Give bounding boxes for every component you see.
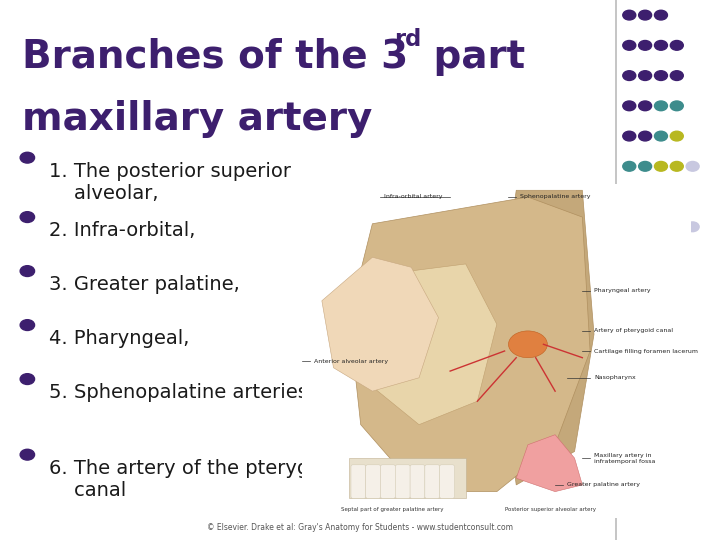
Circle shape (654, 101, 667, 111)
Text: Infra-orbital artery: Infra-orbital artery (384, 194, 443, 199)
Polygon shape (322, 257, 438, 391)
Text: part: part (420, 38, 525, 76)
Polygon shape (349, 197, 590, 491)
Circle shape (639, 131, 652, 141)
Text: Posterior superior alveolar artery: Posterior superior alveolar artery (505, 507, 595, 512)
Text: rd: rd (395, 28, 422, 51)
Text: Nasopharynx: Nasopharynx (594, 375, 636, 380)
Text: 5. Sphenopalatine arteries,: 5. Sphenopalatine arteries, (49, 383, 314, 402)
Circle shape (670, 101, 683, 111)
Circle shape (654, 161, 667, 171)
Circle shape (623, 192, 636, 201)
Text: 3. Greater palatine,: 3. Greater palatine, (49, 275, 240, 294)
Circle shape (639, 192, 652, 201)
Text: 6. The artery of the pterygoid
    canal: 6. The artery of the pterygoid canal (49, 459, 339, 500)
FancyBboxPatch shape (410, 465, 425, 498)
Polygon shape (497, 190, 594, 485)
Text: Anterior alveolar artery: Anterior alveolar artery (314, 359, 388, 363)
Text: Artery of pterygoid canal: Artery of pterygoid canal (594, 328, 673, 333)
Circle shape (670, 161, 683, 171)
FancyBboxPatch shape (440, 465, 454, 498)
Text: 1. The posterior superior
    alveolar,: 1. The posterior superior alveolar, (49, 162, 291, 203)
Circle shape (639, 161, 652, 171)
Polygon shape (516, 435, 582, 491)
FancyBboxPatch shape (395, 465, 410, 498)
Circle shape (20, 266, 35, 276)
Text: © Elsevier. Drake et al: Gray's Anatomy for Students - www.studentconsult.com: © Elsevier. Drake et al: Gray's Anatomy … (207, 523, 513, 532)
Circle shape (623, 222, 636, 232)
Circle shape (639, 101, 652, 111)
Circle shape (623, 101, 636, 111)
Circle shape (623, 161, 636, 171)
Circle shape (654, 222, 667, 232)
Text: Greater palatine artery: Greater palatine artery (567, 482, 640, 488)
Circle shape (623, 71, 636, 80)
FancyBboxPatch shape (366, 465, 381, 498)
Circle shape (20, 320, 35, 330)
Circle shape (20, 152, 35, 163)
Circle shape (623, 40, 636, 50)
FancyBboxPatch shape (425, 465, 440, 498)
Polygon shape (349, 264, 497, 424)
Text: maxillary artery: maxillary artery (22, 100, 372, 138)
Text: 2. Infra-orbital,: 2. Infra-orbital, (49, 221, 195, 240)
FancyBboxPatch shape (351, 465, 366, 498)
Text: Sphenopalatine artery: Sphenopalatine artery (520, 194, 590, 199)
Circle shape (670, 40, 683, 50)
Text: 4. Pharyngeal,: 4. Pharyngeal, (49, 329, 189, 348)
Circle shape (20, 212, 35, 222)
Text: Septal part of greater palatine artery: Septal part of greater palatine artery (341, 507, 444, 512)
Text: Pharyngeal artery: Pharyngeal artery (594, 288, 651, 293)
Circle shape (670, 71, 683, 80)
Circle shape (686, 161, 699, 171)
Circle shape (654, 192, 667, 201)
Circle shape (623, 10, 636, 20)
Circle shape (639, 40, 652, 50)
Circle shape (623, 131, 636, 141)
Circle shape (654, 71, 667, 80)
Ellipse shape (508, 331, 547, 357)
Text: Cartilage filling foramen lacerum: Cartilage filling foramen lacerum (594, 348, 698, 354)
Circle shape (670, 131, 683, 141)
FancyBboxPatch shape (349, 458, 466, 498)
FancyBboxPatch shape (302, 184, 691, 518)
Circle shape (686, 222, 699, 232)
Circle shape (639, 71, 652, 80)
FancyBboxPatch shape (381, 465, 395, 498)
Text: Branches of the 3: Branches of the 3 (22, 38, 408, 76)
Circle shape (654, 40, 667, 50)
Circle shape (639, 10, 652, 20)
Circle shape (654, 10, 667, 20)
Text: Maxillary artery in
infratemporal fossa: Maxillary artery in infratemporal fossa (594, 453, 655, 463)
Circle shape (20, 374, 35, 384)
Circle shape (654, 131, 667, 141)
Circle shape (670, 192, 683, 201)
Circle shape (639, 222, 652, 232)
Circle shape (20, 449, 35, 460)
